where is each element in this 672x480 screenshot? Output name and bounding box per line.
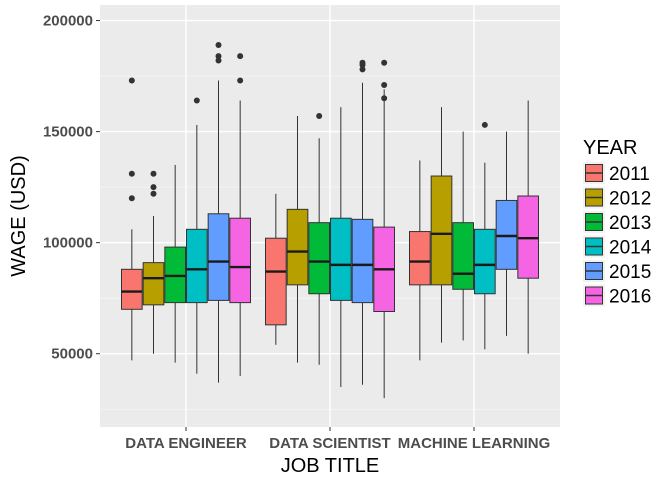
outlier-point — [316, 113, 323, 120]
box-body — [142, 262, 165, 306]
legend-title: YEAR — [583, 137, 637, 159]
box — [265, 193, 287, 345]
legend-item: 2013 — [583, 211, 651, 234]
box-body — [330, 217, 352, 301]
box — [351, 59, 374, 385]
outlier-point — [215, 57, 222, 64]
outlier-point — [215, 53, 222, 60]
legend: YEAR 2011 2012 2013 2014 2015 2016 — [583, 137, 652, 308]
grid-lines — [100, 5, 560, 427]
outlier-point — [128, 195, 135, 202]
y-tick-label: 150000 — [43, 124, 93, 141]
outlier-point — [128, 77, 135, 84]
box — [186, 97, 208, 374]
legend-item: 2011 — [583, 162, 650, 185]
box — [330, 107, 352, 388]
outlier-point — [481, 121, 488, 128]
box — [308, 113, 331, 365]
box — [207, 41, 230, 383]
legend-label: 2012 — [609, 189, 651, 210]
x-axis: DATA ENGINEER DATA SCIENTIST MACHINE LEARN… — [125, 427, 550, 452]
legend-item: 2014 — [583, 235, 652, 259]
x-axis-title: JOB TITLE — [281, 455, 380, 477]
legend-label: 2011 — [609, 164, 650, 185]
box-body — [286, 208, 309, 286]
outlier-point — [237, 53, 244, 60]
box — [229, 53, 251, 376]
legend-label: 2016 — [609, 287, 651, 308]
outlier-point — [150, 184, 157, 191]
outlier-point — [237, 77, 244, 84]
box — [373, 59, 396, 399]
box-body — [452, 222, 475, 290]
y-axis-title: WAGE (USD) — [8, 155, 30, 276]
box-body — [265, 237, 287, 326]
box-body — [430, 175, 453, 286]
legend-label: 2015 — [609, 262, 651, 283]
outlier-point — [128, 170, 135, 177]
x-tick-label: MACHINE LEARNING — [398, 435, 551, 452]
x-tick-label: DATA ENGINEER — [125, 435, 247, 452]
outlier-point — [150, 170, 157, 177]
x-tick-label: DATA SCIENTIST — [269, 435, 390, 452]
outlier-point — [359, 59, 366, 66]
box-body — [351, 218, 374, 304]
box — [517, 100, 539, 354]
box — [286, 116, 309, 363]
box — [409, 160, 431, 361]
box-body — [474, 228, 496, 295]
legend-item: 2012 — [583, 186, 651, 210]
box-body — [308, 222, 331, 295]
outlier-point — [381, 95, 388, 102]
outlier-point — [359, 66, 366, 73]
box-body — [186, 228, 208, 304]
outlier-point — [381, 59, 388, 66]
box-group — [409, 100, 539, 361]
y-tick-label: 100000 — [43, 235, 93, 252]
legend-label: 2014 — [609, 238, 652, 259]
outlier-point — [215, 41, 222, 48]
box — [474, 121, 496, 350]
box — [121, 77, 143, 361]
box-body — [229, 217, 251, 304]
outlier-point — [381, 81, 388, 88]
box — [430, 107, 453, 343]
legend-label: 2013 — [609, 213, 651, 234]
y-tick-label: 200000 — [43, 13, 93, 30]
box — [164, 164, 186, 363]
boxes-layer — [121, 41, 539, 399]
box — [142, 170, 165, 354]
y-axis: 50000 100000 150000 200000 — [43, 13, 100, 363]
outlier-point — [150, 190, 157, 197]
box-group — [121, 41, 251, 383]
legend-item: 2016 — [583, 284, 651, 308]
outlier-point — [193, 97, 200, 104]
box-body — [409, 231, 431, 286]
box-group — [265, 59, 396, 399]
legend-item: 2015 — [583, 260, 651, 283]
box — [452, 131, 475, 341]
box-body — [207, 213, 230, 301]
y-tick-label: 50000 — [51, 346, 93, 363]
box — [495, 131, 518, 336]
box-body — [121, 268, 143, 310]
